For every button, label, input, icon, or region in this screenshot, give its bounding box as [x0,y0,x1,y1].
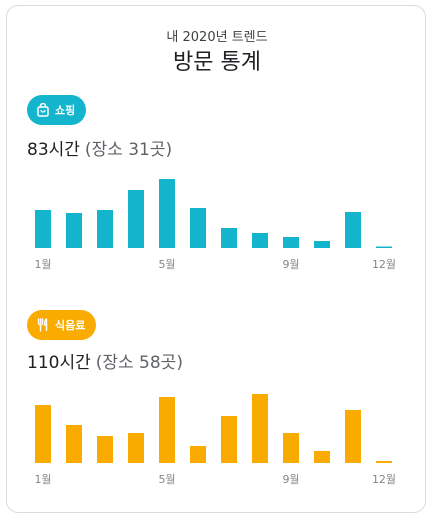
shopping-bar-4월 [128,190,144,248]
shopping-bar-12월 [376,246,392,248]
shopping-bag-icon [37,103,49,117]
shopping-tick-label: 1월 [34,258,51,271]
shopping-tick-label: 9월 [282,258,299,271]
shopping-bar-10월 [314,241,330,248]
food-bar-4월 [128,433,144,463]
food-bar-3월 [97,436,113,463]
food-summary: 110시간 (장소 58곳) [27,348,183,373]
food-bar-8월 [252,394,268,463]
food-tick-label: 9월 [282,473,299,486]
food-bar-7월 [221,416,237,463]
card-title: 방문 통계 [173,50,261,75]
food-bar-chart: 1월 5월 9월 12월 [34,394,396,486]
card-subtitle: 내 2020년 트렌드 [166,30,268,45]
shopping-category-chip: 쇼핑 [27,95,87,125]
food-bar-5월 [159,397,175,463]
shopping-bar-3월 [97,210,113,248]
shopping-bar-6월 [190,208,206,248]
shopping-bar-9월 [283,237,299,248]
shopping-bar-11월 [345,212,361,248]
food-bar-1월 [35,405,51,463]
food-tick-label: 5월 [158,473,175,486]
food-hours: 110시간 [27,353,91,373]
food-bar-2월 [66,425,82,463]
shopping-bar-chart: 1월 5월 9월 12월 [34,179,396,271]
shopping-tick-label: 5월 [158,258,175,271]
shopping-bar-5월 [159,179,175,248]
shopping-bar-8월 [252,233,268,248]
food-tick-label: 12월 [372,473,396,486]
shopping-chip-label: 쇼핑 [55,104,76,117]
shopping-tick-label: 12월 [372,258,396,271]
food-bar-11월 [345,410,361,463]
food-bar-10월 [314,451,330,463]
shopping-summary: 83시간 (장소 31곳) [27,135,172,160]
shopping-bar-1월 [35,210,51,248]
food-category-chip: 식음료 [27,310,97,340]
fork-knife-icon [37,318,48,332]
food-chip-label: 식음료 [55,319,86,332]
food-bar-12월 [376,461,392,463]
shopping-hours: 83시간 [27,140,80,160]
food-places: (장소 58곳) [95,353,183,373]
food-bar-6월 [190,446,206,463]
shopping-places: (장소 31곳) [84,140,173,160]
shopping-bar-2월 [66,213,82,248]
food-bar-9월 [283,433,299,463]
shopping-bar-7월 [221,228,237,248]
food-tick-label: 1월 [34,473,51,486]
